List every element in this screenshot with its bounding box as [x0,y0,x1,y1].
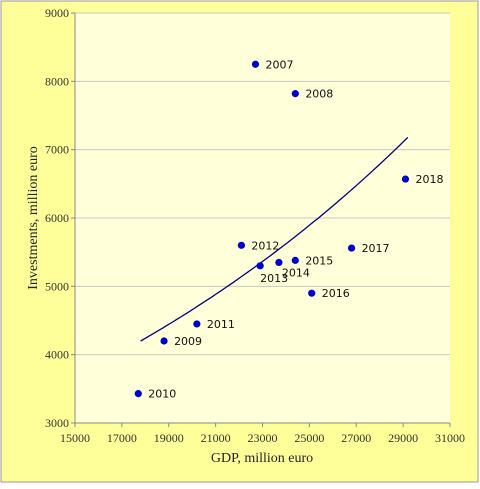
y-axis-title: Investments, million euro [26,146,41,289]
x-tick-label: 17000 [107,431,137,445]
x-tick-label: 15000 [60,431,90,445]
data-point-2012 [237,241,246,249]
y-tick-label: 4000 [45,348,69,362]
y-tick-label: 5000 [45,279,69,293]
data-point-2009 [160,337,168,345]
x-axis-title: GDP, million euro [211,451,313,466]
x-tick-label: 25000 [294,431,324,445]
data-point-2015 [291,256,299,264]
x-tick-label: 21000 [201,431,231,445]
data-label-2014: 2014 [282,266,310,279]
data-point-2017 [347,244,356,252]
data-label-2007: 2007 [265,58,293,71]
data-label-2012: 2012 [251,239,279,252]
data-point-2018 [401,175,410,183]
data-label-2008: 2008 [305,88,333,101]
y-tick-label: 7000 [45,143,69,157]
data-label-2018: 2018 [415,173,443,186]
data-label-2016: 2016 [322,287,350,300]
data-label-2010: 2010 [148,388,176,401]
x-tick-label: 27000 [341,431,371,445]
data-point-2011 [193,320,201,328]
data-point-2010 [134,390,142,398]
x-tick-label: 19000 [154,431,184,445]
data-point-2013 [256,262,264,270]
data-label-2011: 2011 [207,318,235,331]
y-tick-label: 6000 [45,211,69,225]
x-tick-label: 31000 [435,431,465,445]
axis-ticks: 15000 17000 19000 21000 23000 25000 27000 29000… [45,6,465,445]
y-tick-label: 3000 [45,416,69,430]
y-tick-label: 8000 [45,74,69,88]
x-tick-label: 29000 [388,431,418,445]
data-label-2009: 2009 [174,335,202,348]
gridlines [75,12,450,424]
data-point-2014 [275,258,283,267]
data-point-2016 [308,289,316,297]
data-point-2008 [291,90,299,98]
trendline [140,136,409,342]
data-label-2017: 2017 [362,242,390,255]
data-label-2013: 2013 [260,272,288,285]
data-label-2015: 2015 [305,254,333,267]
y-tick-label: 9000 [45,6,69,20]
data-point-2007 [251,60,260,68]
x-tick-label: 23000 [248,431,278,445]
